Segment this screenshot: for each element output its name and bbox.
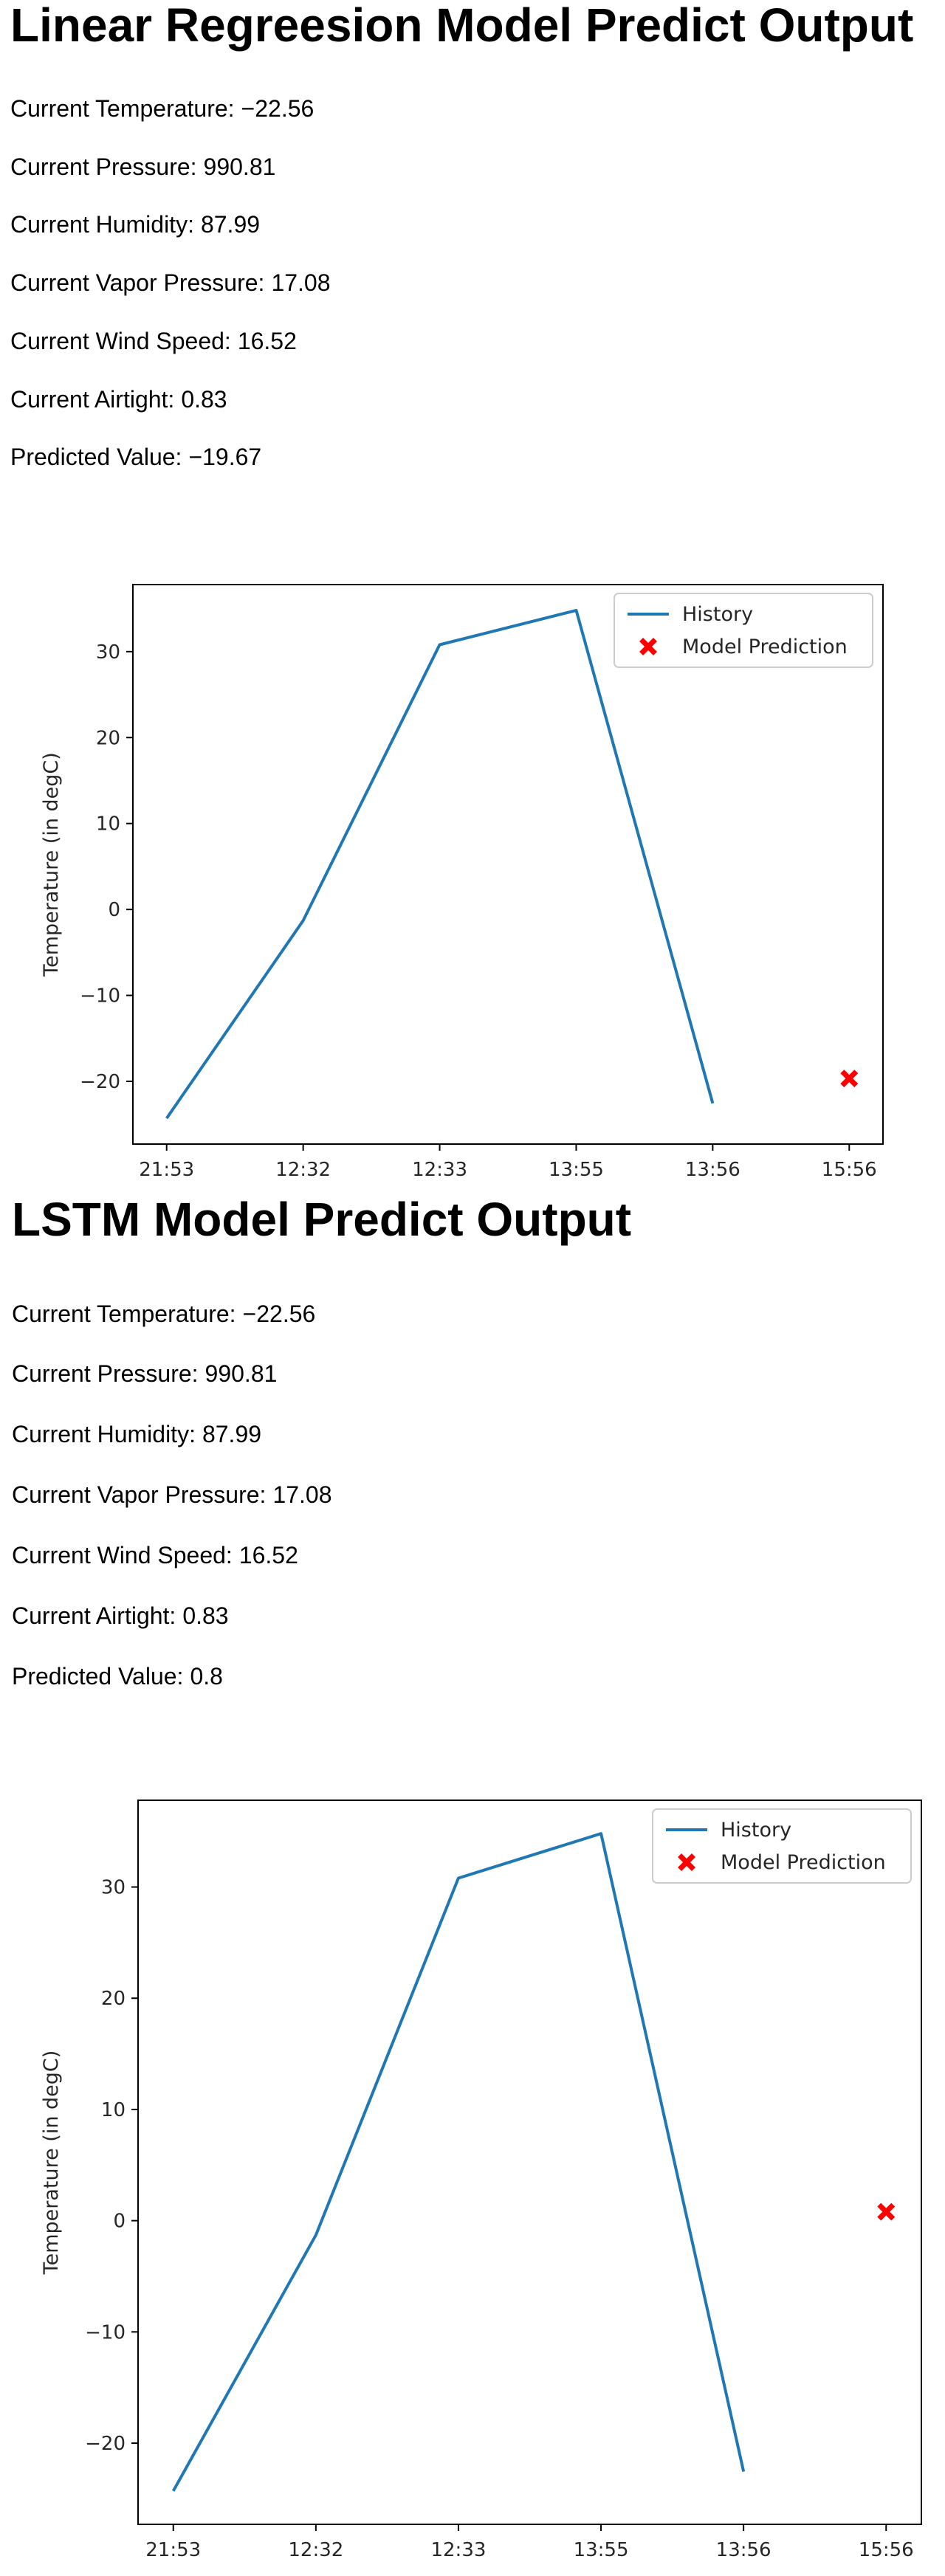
stat-current-airtight: Current Airtight: 0.83 bbox=[10, 388, 227, 411]
y-axis-label: Temperature (in degC) bbox=[40, 752, 63, 977]
x-tick-label: 13:56 bbox=[716, 2539, 772, 2561]
stat-label: Current Pressure: bbox=[12, 1360, 199, 1387]
x-tick-label: 12:32 bbox=[275, 1159, 331, 1181]
stat-value: 0.8 bbox=[190, 1663, 223, 1690]
stat-label: Current Airtight: bbox=[10, 386, 175, 413]
stat-value: 0.83 bbox=[182, 1602, 229, 1629]
stat-value: −22.56 bbox=[242, 1301, 316, 1327]
legend-label: Model Prediction bbox=[682, 636, 848, 658]
stat-label: Predicted Value: bbox=[12, 1663, 184, 1690]
stat-predicted-value: Predicted Value: 0.8 bbox=[12, 1664, 223, 1688]
y-tick-label: 30 bbox=[101, 1877, 126, 1899]
y-tick-label: −10 bbox=[85, 2321, 126, 2343]
plot-frame bbox=[137, 1800, 922, 2525]
stat-label: Current Temperature: bbox=[10, 95, 235, 122]
stat-value: 17.08 bbox=[272, 1481, 332, 1508]
y-tick-label: −20 bbox=[80, 1071, 120, 1093]
stat-value: 990.81 bbox=[205, 1360, 278, 1387]
stat-value: 87.99 bbox=[202, 1421, 262, 1447]
stat-label: Current Vapor Pressure: bbox=[10, 269, 265, 296]
stat-current-temperature: Current Temperature: −22.56 bbox=[12, 1302, 315, 1326]
stat-value: 16.52 bbox=[238, 1542, 298, 1568]
legend-item: Model Prediction bbox=[639, 636, 848, 658]
stat-current-wind-speed: Current Wind Speed: 16.52 bbox=[12, 1543, 298, 1567]
prediction-marker bbox=[877, 2203, 896, 2221]
legend-label: History bbox=[682, 603, 753, 626]
stat-label: Current Humidity: bbox=[12, 1421, 196, 1447]
legend: History Model Prediction bbox=[652, 1808, 912, 1884]
stat-label: Current Humidity: bbox=[10, 211, 194, 238]
y-tick-label: 20 bbox=[101, 1988, 126, 2010]
x-tick-label: 12:33 bbox=[430, 2539, 486, 2561]
section-title: LSTM Model Predict Output bbox=[12, 1193, 632, 1246]
history-line bbox=[165, 608, 715, 1120]
legend-label: Model Prediction bbox=[721, 1851, 886, 1874]
legend-label: History bbox=[721, 1819, 791, 1842]
legend-marker-swatch bbox=[639, 638, 657, 655]
legend-box bbox=[614, 593, 873, 668]
x-tick-label: 13:56 bbox=[685, 1159, 740, 1181]
prediction-marker bbox=[840, 1070, 859, 1088]
stat-label: Predicted Value: bbox=[10, 444, 182, 470]
stat-current-vapor-pressure: Current Vapor Pressure: 17.08 bbox=[10, 271, 331, 295]
legend-box bbox=[652, 1808, 912, 1884]
stat-value: 990.81 bbox=[203, 154, 276, 180]
stat-value: −19.67 bbox=[188, 444, 262, 470]
y-tick-label: 10 bbox=[96, 813, 120, 836]
stat-current-airtight: Current Airtight: 0.83 bbox=[12, 1604, 229, 1628]
x-tick-label: 13:55 bbox=[549, 1159, 604, 1181]
stat-current-pressure: Current Pressure: 990.81 bbox=[12, 1362, 277, 1385]
stat-value: 87.99 bbox=[200, 211, 261, 238]
stat-label: Current Pressure: bbox=[10, 154, 197, 180]
temperature-chart: −20 −10 0 10 20 30 21:53 12:32 12:33 13:55 13:56 15… bbox=[40, 1800, 922, 2561]
stat-value: −22.56 bbox=[241, 95, 315, 122]
legend-item: Model Prediction bbox=[678, 1851, 886, 1874]
y-tick-label: 30 bbox=[96, 641, 120, 664]
stat-current-vapor-pressure: Current Vapor Pressure: 17.08 bbox=[12, 1483, 332, 1506]
x-tick-label: 12:32 bbox=[288, 2539, 343, 2561]
y-tick-label: 0 bbox=[108, 899, 120, 921]
legend-item: History bbox=[628, 603, 753, 626]
stat-value: 16.52 bbox=[237, 328, 297, 354]
legend-item: History bbox=[666, 1819, 791, 1842]
stat-label: Current Wind Speed: bbox=[10, 328, 231, 354]
y-tick-label: −20 bbox=[85, 2433, 126, 2455]
section-title: Linear Regreesion Model Predict Output bbox=[10, 0, 914, 52]
stat-predicted-value: Predicted Value: −19.67 bbox=[10, 445, 261, 469]
stat-value: 17.08 bbox=[271, 269, 331, 296]
stat-value: 0.83 bbox=[181, 386, 227, 413]
y-tick-label: 10 bbox=[101, 2099, 126, 2121]
stat-current-humidity: Current Humidity: 87.99 bbox=[12, 1422, 261, 1446]
stat-label: Current Wind Speed: bbox=[12, 1542, 233, 1568]
y-tick-label: 20 bbox=[96, 727, 120, 749]
x-tick-label: 12:33 bbox=[412, 1159, 467, 1181]
stat-label: Current Temperature: bbox=[12, 1301, 236, 1327]
y-axis-label: Temperature (in degC) bbox=[40, 2050, 63, 2276]
stat-label: Current Vapor Pressure: bbox=[12, 1481, 267, 1508]
history-line bbox=[171, 1832, 746, 2492]
stat-current-pressure: Current Pressure: 990.81 bbox=[10, 155, 275, 179]
x-tick-label: 13:55 bbox=[574, 2539, 629, 2561]
legend: History Model Prediction bbox=[614, 593, 873, 668]
x-tick-label: 15:56 bbox=[822, 1159, 877, 1181]
stat-current-humidity: Current Humidity: 87.99 bbox=[10, 213, 260, 236]
stat-label: Current Airtight: bbox=[12, 1602, 176, 1629]
temperature-chart: −20 −10 0 10 20 30 21:53 12:32 12:33 13:55 13:56 15… bbox=[40, 584, 884, 1181]
stat-current-wind-speed: Current Wind Speed: 16.52 bbox=[10, 329, 297, 353]
x-tick-label: 15:56 bbox=[859, 2539, 914, 2561]
linear-regression-section: Linear Regreesion Model Predict Output C… bbox=[0, 0, 945, 1196]
legend-marker-swatch bbox=[678, 1853, 695, 1871]
stat-current-temperature: Current Temperature: −22.56 bbox=[10, 97, 314, 120]
plot-frame bbox=[132, 584, 884, 1145]
x-tick-label: 21:53 bbox=[139, 1159, 194, 1181]
y-tick-label: −10 bbox=[80, 985, 120, 1008]
lstm-section: LSTM Model Predict Output Current Temper… bbox=[0, 1193, 945, 2561]
y-tick-label: 0 bbox=[113, 2211, 126, 2233]
x-tick-label: 21:53 bbox=[145, 2539, 201, 2561]
